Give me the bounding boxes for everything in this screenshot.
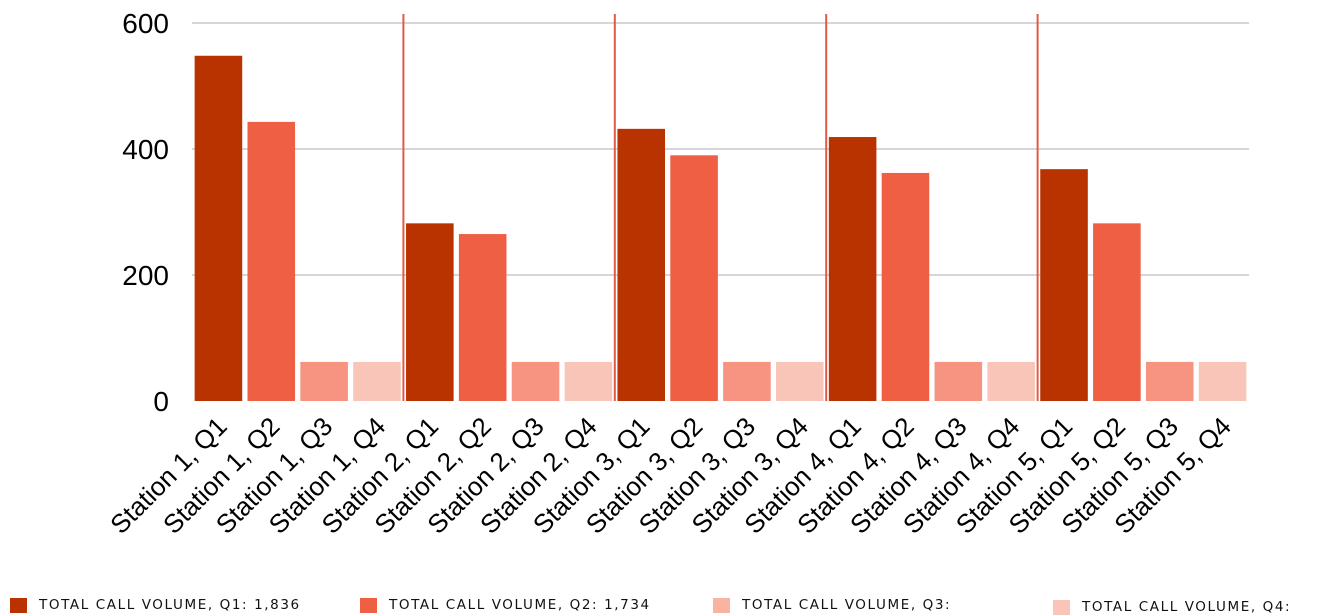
station-separators [402, 14, 1039, 401]
bar [511, 361, 560, 401]
bar [670, 155, 718, 401]
y-tick-label: 0 [153, 386, 169, 417]
bar [723, 361, 771, 401]
gridlines [192, 22, 1249, 276]
bar [564, 361, 613, 401]
bar [406, 223, 454, 401]
legend-swatch-q1 [10, 597, 27, 613]
bar [617, 128, 666, 401]
bar [353, 361, 401, 401]
bar [775, 361, 824, 401]
legend-label-q1: TOTAL CALL VOLUME, Q1: 1,836 [39, 597, 301, 613]
bars [194, 55, 1247, 401]
legend-swatch-q4 [1053, 599, 1070, 615]
legend-item-q3: TOTAL CALL VOLUME, Q3: [713, 597, 951, 613]
bar [934, 361, 983, 401]
y-tick-label: 600 [122, 8, 169, 39]
bar [828, 137, 877, 401]
bar [881, 172, 930, 401]
legend-item-q1: TOTAL CALL VOLUME, Q1: 1,836 [10, 597, 301, 613]
legend-label-q3: TOTAL CALL VOLUME, Q3: [742, 597, 952, 613]
legend-label-q2: TOTAL CALL VOLUME, Q2: 1,734 [389, 597, 651, 613]
y-tick-label: 200 [122, 260, 169, 291]
bar [1198, 361, 1247, 401]
bar [300, 361, 348, 401]
legend-swatch-q3 [713, 597, 730, 613]
legend-item-q4: TOTAL CALL VOLUME, Q4: [1053, 599, 1291, 615]
legend-item-q2: TOTAL CALL VOLUME, Q2: 1,734 [360, 597, 651, 613]
bar [458, 234, 507, 401]
y-tick-label: 400 [122, 134, 169, 165]
legend: TOTAL CALL VOLUME, Q1: 1,836 TOTAL CALL … [0, 596, 1320, 615]
legend-swatch-q2 [360, 597, 377, 613]
bar [1040, 169, 1088, 401]
bar [987, 361, 1035, 401]
y-axis-ticks: 0 200 400 600 [122, 8, 169, 417]
bar [247, 121, 296, 401]
bar [194, 55, 243, 401]
bar [1093, 223, 1141, 401]
legend-label-q4: TOTAL CALL VOLUME, Q4: [1082, 599, 1292, 615]
bar [1145, 361, 1194, 401]
